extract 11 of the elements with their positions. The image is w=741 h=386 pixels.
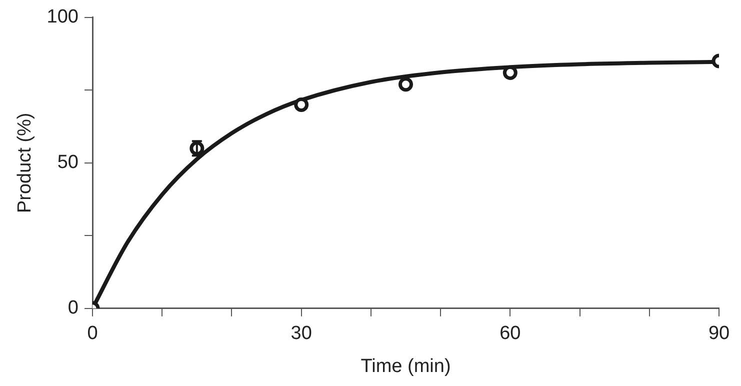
x-tick-label: 60: [500, 323, 521, 344]
x-tick-label: 30: [290, 323, 312, 344]
y-tick-label: 0: [68, 298, 78, 319]
point: [398, 77, 413, 92]
x-tick-label: 0: [87, 323, 98, 344]
y-axis-title: Product (%): [14, 112, 36, 214]
point: [294, 97, 309, 112]
y-tick-label: 100: [46, 6, 78, 28]
y-tick-label: 50: [57, 152, 78, 174]
x-tick-label: 90: [708, 323, 730, 344]
x-axis-title: Time (min): [360, 356, 451, 377]
